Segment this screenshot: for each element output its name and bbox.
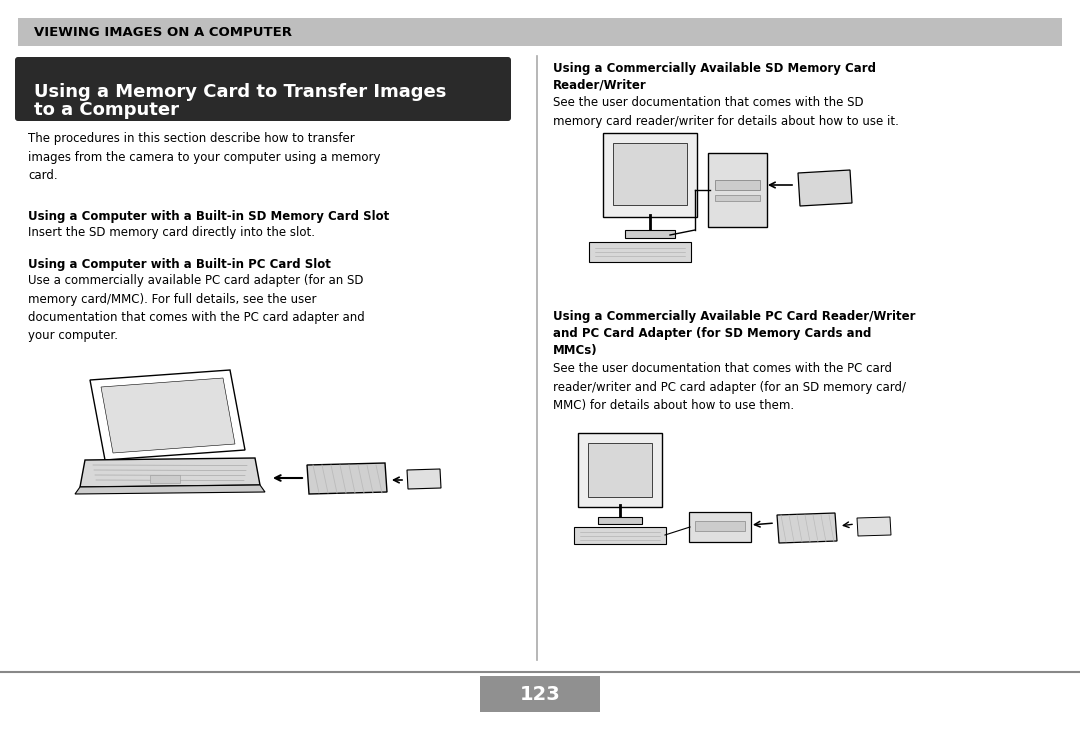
Text: Using a Computer with a Built-in PC Card Slot: Using a Computer with a Built-in PC Card… — [28, 258, 330, 271]
Polygon shape — [407, 469, 441, 489]
FancyBboxPatch shape — [573, 527, 666, 544]
Text: The procedures in this section describe how to transfer
images from the camera t: The procedures in this section describe … — [28, 132, 380, 182]
Text: to a Computer: to a Computer — [33, 101, 179, 119]
Bar — [613, 143, 687, 205]
Polygon shape — [858, 517, 891, 536]
Bar — [625, 230, 675, 238]
Text: Using a Computer with a Built-in SD Memory Card Slot: Using a Computer with a Built-in SD Memo… — [28, 210, 389, 223]
Bar — [480, 676, 600, 712]
Polygon shape — [75, 485, 265, 494]
Text: Using a Commercially Available SD Memory Card
Reader/Writer: Using a Commercially Available SD Memory… — [553, 62, 876, 92]
Text: Insert the SD memory card directly into the slot.: Insert the SD memory card directly into … — [28, 226, 315, 239]
Bar — [150, 475, 180, 483]
Polygon shape — [102, 378, 235, 453]
Bar — [588, 443, 652, 497]
Bar — [715, 195, 760, 201]
Text: See the user documentation that comes with the SD
memory card reader/writer for : See the user documentation that comes wi… — [553, 96, 899, 128]
FancyBboxPatch shape — [689, 512, 751, 542]
Polygon shape — [90, 370, 245, 460]
FancyBboxPatch shape — [589, 242, 691, 262]
Text: See the user documentation that comes with the PC card
reader/writer and PC card: See the user documentation that comes wi… — [553, 362, 906, 412]
Polygon shape — [80, 458, 260, 487]
FancyBboxPatch shape — [578, 433, 662, 507]
Text: 123: 123 — [519, 685, 561, 704]
Bar — [18, 18, 1062, 46]
Text: Using a Commercially Available PC Card Reader/Writer
and PC Card Adapter (for SD: Using a Commercially Available PC Card R… — [553, 310, 916, 357]
Bar — [696, 521, 745, 531]
Text: VIEWING IMAGES ON A COMPUTER: VIEWING IMAGES ON A COMPUTER — [33, 26, 292, 39]
Text: Using a Memory Card to Transfer Images: Using a Memory Card to Transfer Images — [33, 83, 446, 101]
FancyBboxPatch shape — [603, 133, 697, 217]
FancyBboxPatch shape — [708, 153, 767, 227]
Polygon shape — [307, 463, 387, 494]
Polygon shape — [798, 170, 852, 206]
Bar — [715, 180, 760, 190]
FancyBboxPatch shape — [15, 57, 511, 121]
Polygon shape — [777, 513, 837, 543]
Text: Use a commercially available PC card adapter (for an SD
memory card/MMC). For fu: Use a commercially available PC card ada… — [28, 274, 365, 342]
Bar — [598, 517, 642, 524]
